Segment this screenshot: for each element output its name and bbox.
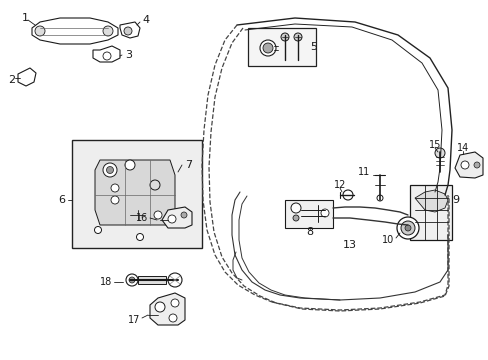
Circle shape [106, 166, 113, 174]
Text: 9: 9 [451, 195, 458, 205]
Bar [247, 28, 315, 66]
Bar [409, 185, 451, 240]
Circle shape [260, 40, 275, 56]
Circle shape [103, 163, 117, 177]
Text: 4: 4 [142, 15, 149, 25]
Circle shape [168, 215, 176, 223]
Circle shape [404, 225, 410, 231]
Polygon shape [150, 293, 184, 325]
Text: 7: 7 [184, 160, 192, 170]
Circle shape [111, 196, 119, 204]
Circle shape [169, 314, 177, 322]
Polygon shape [120, 22, 140, 38]
Circle shape [400, 221, 414, 235]
Circle shape [155, 302, 164, 312]
Circle shape [136, 234, 143, 240]
Circle shape [376, 195, 382, 201]
Text: 13: 13 [342, 240, 356, 250]
Circle shape [35, 26, 45, 36]
Text: 5: 5 [309, 42, 316, 52]
Circle shape [460, 161, 468, 169]
Polygon shape [18, 68, 36, 86]
Bar [72, 140, 202, 248]
Circle shape [396, 217, 418, 239]
Polygon shape [454, 152, 482, 178]
Text: 2: 2 [8, 75, 16, 85]
Circle shape [111, 184, 119, 192]
Circle shape [125, 160, 135, 170]
Text: 6: 6 [58, 195, 65, 205]
Text: 15: 15 [428, 140, 440, 150]
Circle shape [263, 43, 272, 53]
Text: 17: 17 [127, 315, 140, 325]
Circle shape [342, 190, 352, 200]
Text: 14: 14 [456, 143, 468, 153]
Circle shape [292, 215, 298, 221]
Text: 1: 1 [21, 13, 28, 23]
Circle shape [168, 273, 182, 287]
Polygon shape [95, 160, 175, 225]
Circle shape [434, 148, 444, 158]
Circle shape [154, 211, 162, 219]
Text: 18: 18 [100, 277, 112, 287]
Circle shape [124, 27, 132, 35]
Circle shape [126, 274, 138, 286]
Text: 11: 11 [357, 167, 369, 177]
Polygon shape [414, 190, 447, 212]
Circle shape [473, 162, 479, 168]
Text: 10: 10 [381, 235, 393, 245]
Text: 3: 3 [125, 50, 132, 60]
Circle shape [293, 33, 302, 41]
Circle shape [103, 26, 113, 36]
Circle shape [150, 180, 160, 190]
Circle shape [94, 226, 102, 234]
Text: 16: 16 [136, 213, 148, 223]
Text: 8: 8 [306, 227, 313, 237]
Circle shape [171, 299, 179, 307]
Circle shape [129, 277, 135, 283]
Bar [138, 276, 165, 284]
Circle shape [320, 209, 328, 217]
Circle shape [281, 33, 288, 41]
Polygon shape [32, 18, 118, 44]
Text: 12: 12 [333, 180, 346, 190]
Polygon shape [93, 46, 120, 62]
Circle shape [290, 203, 301, 213]
Polygon shape [162, 207, 192, 228]
Circle shape [181, 212, 186, 218]
Bar [285, 200, 332, 228]
